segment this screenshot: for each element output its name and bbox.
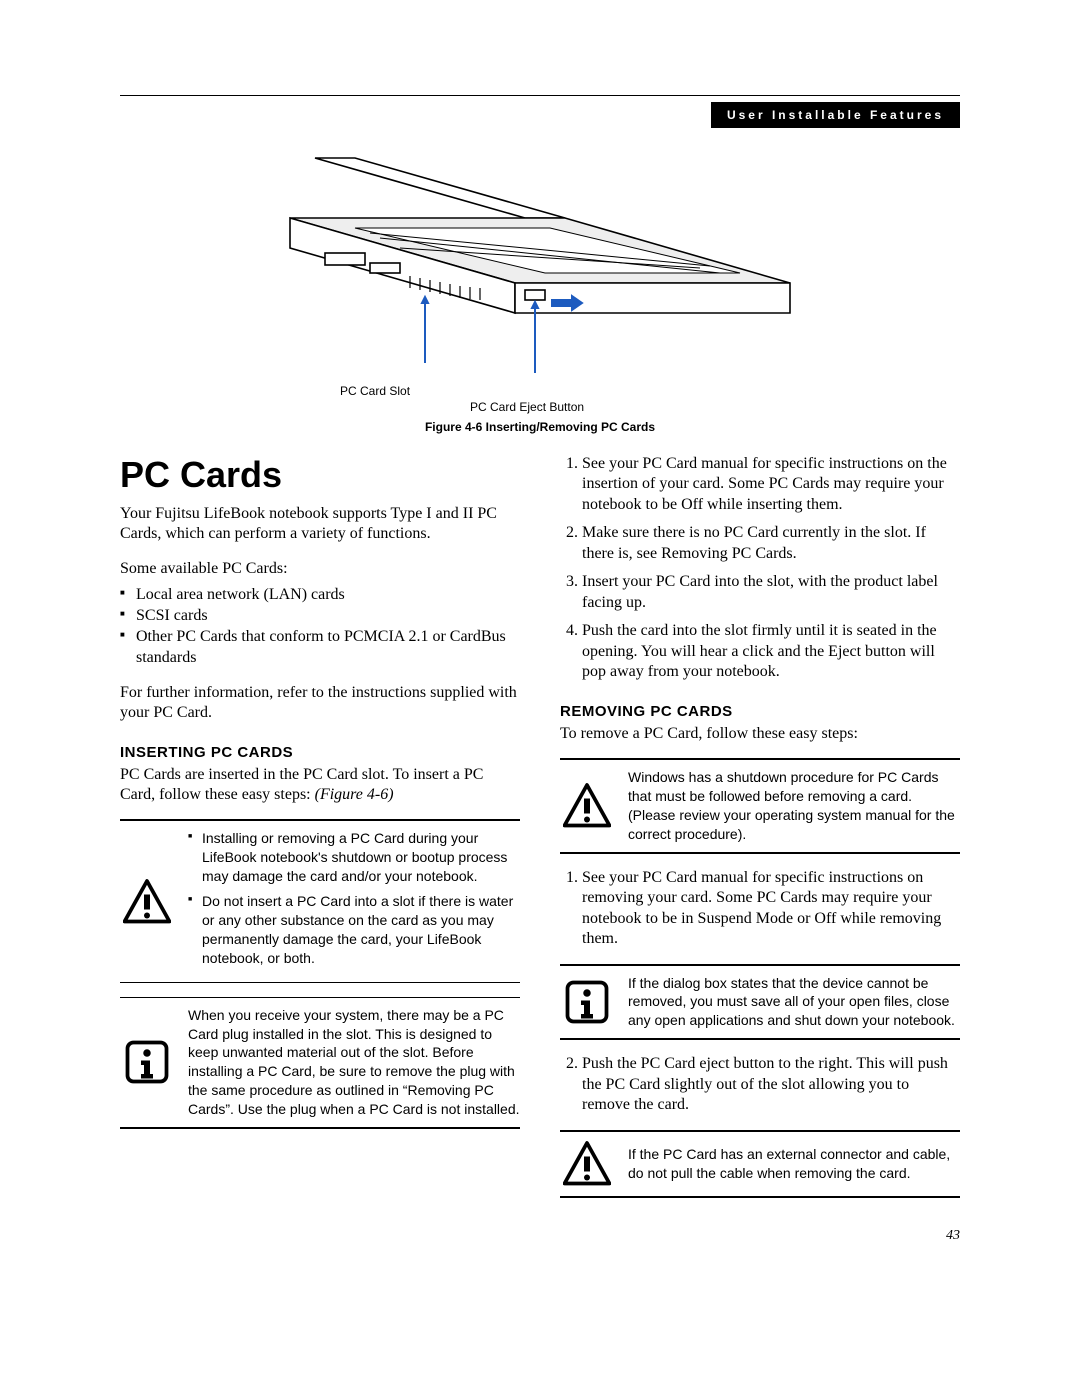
warning-callout: If the PC Card has an external connector… [560,1130,960,1198]
list-item: See your PC Card manual for specific ins… [582,454,960,515]
inserting-heading: INSERTING PC CARDS [120,744,520,761]
warning-list: Installing or removing a PC Card during … [188,829,520,967]
list-item: SCSI cards [120,606,520,627]
list-item: See your PC Card manual for specific ins… [582,868,960,950]
warning-callout: Installing or removing a PC Card during … [120,819,520,982]
remove-steps-1: See your PC Card manual for specific ins… [560,868,960,950]
list-item: Do not insert a PC Card into a slot if t… [188,892,520,968]
header-top-rule [120,95,960,96]
list-item: Installing or removing a PC Card during … [188,829,520,886]
info-text: If the dialog box states that the device… [628,974,960,1031]
available-list: Local area network (LAN) cards SCSI card… [120,585,520,668]
header-chip: User Installable Features [711,102,960,128]
warning-icon [120,878,174,926]
list-item: Push the card into the slot firmly until… [582,621,960,682]
figure-label-eject: PC Card Eject Button [470,400,584,414]
figure-labels: PC Card Slot PC Card Eject Button [270,378,810,410]
figure-label-slot: PC Card Slot [340,384,410,398]
info-icon [120,1038,174,1086]
warning-text: Windows has a shutdown procedure for PC … [628,768,960,844]
warning-icon [560,1140,614,1188]
figure-block: PC Card Slot PC Card Eject Button Figure… [270,148,810,434]
insert-steps: See your PC Card manual for specific ins… [560,454,960,683]
list-item: Make sure there is no PC Card currently … [582,523,960,564]
inserting-intro-text: PC Cards are inserted in the PC Card slo… [120,766,483,803]
info-icon [560,978,614,1026]
warning-callout: Windows has a shutdown procedure for PC … [560,758,960,854]
left-column: PC Cards Your Fujitsu LifeBook notebook … [120,454,520,1212]
info-callout: If the dialog box states that the device… [560,964,960,1041]
right-column: See your PC Card manual for specific ins… [560,454,960,1212]
removing-heading: REMOVING PC CARDS [560,703,960,720]
warning-text: If the PC Card has an external connector… [628,1145,960,1183]
list-item: Insert your PC Card into the slot, with … [582,572,960,613]
remove-steps-2: Push the PC Card eject button to the rig… [560,1054,960,1115]
figure-caption: Figure 4-6 Inserting/Removing PC Cards [270,420,810,434]
intro-paragraph: Your Fujitsu LifeBook notebook supports … [120,504,520,545]
page-number: 43 [946,1228,960,1244]
warning-icon [560,782,614,830]
list-item: Push the PC Card eject button to the rig… [582,1054,960,1115]
list-item: Local area network (LAN) cards [120,585,520,606]
available-intro: Some available PC Cards: [120,559,520,579]
figure-ref: (Figure 4-6) [315,786,394,803]
header-bar: User Installable Features [120,102,960,128]
inserting-intro: PC Cards are inserted in the PC Card slo… [120,765,520,806]
info-text: When you receive your system, there may … [188,1006,520,1119]
info-callout: When you receive your system, there may … [120,997,520,1129]
list-item: Other PC Cards that conform to PCMCIA 2.… [120,627,520,669]
further-info: For further information, refer to the in… [120,683,520,724]
removing-intro: To remove a PC Card, follow these easy s… [560,724,960,744]
page-title: PC Cards [120,454,520,496]
laptop-diagram [270,148,810,378]
